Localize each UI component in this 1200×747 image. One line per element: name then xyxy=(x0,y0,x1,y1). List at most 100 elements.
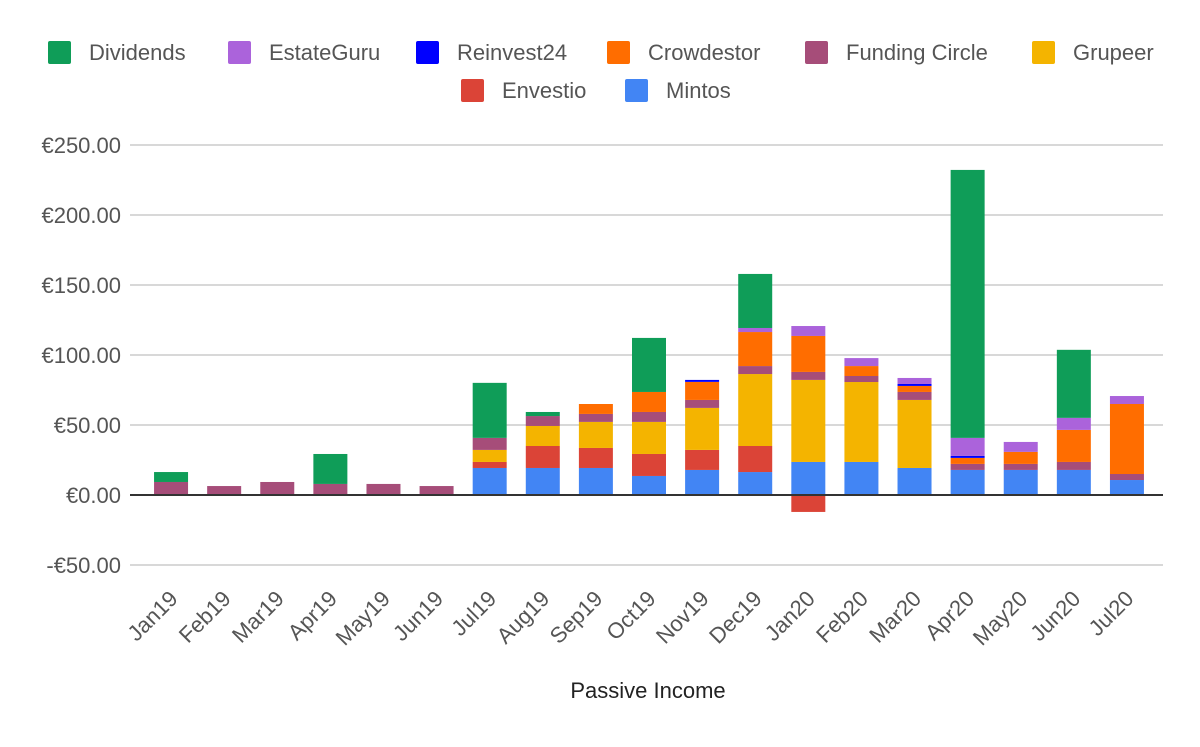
bar-segment-reinvest24[interactable] xyxy=(950,455,985,458)
bar-segment-crowdestor[interactable] xyxy=(897,385,932,392)
legend-label: Crowdestor xyxy=(648,40,760,65)
bar-segment-funding-circle[interactable] xyxy=(419,486,454,495)
bar-segment-envestio[interactable] xyxy=(791,495,826,512)
bar-segment-grupeer[interactable] xyxy=(578,421,613,448)
bar-segment-reinvest24[interactable] xyxy=(685,379,720,382)
bar-segment-dividends[interactable] xyxy=(632,337,666,392)
bar-segment-funding-circle[interactable] xyxy=(632,411,666,422)
y-tick-label: €250.00 xyxy=(41,133,121,158)
bar-segment-funding-circle[interactable] xyxy=(154,481,189,495)
bar-segment-grupeer[interactable] xyxy=(525,425,560,446)
bar-segment-funding-circle[interactable] xyxy=(313,483,348,495)
bar-segment-mintos[interactable] xyxy=(1056,469,1091,495)
legend-swatch xyxy=(625,79,648,102)
bar-segment-mintos[interactable] xyxy=(685,469,720,495)
x-tick-label: Jan20 xyxy=(760,586,820,646)
bar-segment-grupeer[interactable] xyxy=(685,407,720,450)
bar-segment-envestio[interactable] xyxy=(685,449,720,470)
bar-segment-estateguru[interactable] xyxy=(844,358,879,367)
bar-segment-crowdestor[interactable] xyxy=(578,404,613,414)
bar-segment-funding-circle[interactable] xyxy=(366,483,401,495)
bar-segment-mintos[interactable] xyxy=(525,467,560,495)
bar-segment-crowdestor[interactable] xyxy=(844,366,879,376)
bar-segment-mintos[interactable] xyxy=(897,467,932,495)
bar-segment-funding-circle[interactable] xyxy=(260,481,295,495)
bar-segment-estateguru[interactable] xyxy=(950,437,985,456)
bar-segment-grupeer[interactable] xyxy=(472,449,507,462)
bar-segment-funding-circle[interactable] xyxy=(525,416,560,426)
bar-segment-mintos[interactable] xyxy=(632,475,666,495)
bar-segment-grupeer[interactable] xyxy=(738,374,773,446)
bar-segment-dividends[interactable] xyxy=(525,411,560,417)
bar-segment-crowdestor[interactable] xyxy=(950,457,985,464)
bar-segment-mintos[interactable] xyxy=(738,472,773,495)
legend-item[interactable]: Mintos xyxy=(625,78,731,103)
y-tick-label: €150.00 xyxy=(41,273,121,298)
bar-segment-mintos[interactable] xyxy=(844,461,879,495)
bar-segment-mintos[interactable] xyxy=(472,467,507,495)
bar-segment-mintos[interactable] xyxy=(578,467,613,495)
bar-segment-envestio[interactable] xyxy=(632,453,666,476)
bar-segment-mintos[interactable] xyxy=(791,461,826,495)
legend-item[interactable]: Dividends xyxy=(48,40,186,65)
bar-segment-grupeer[interactable] xyxy=(632,421,666,454)
bar-segment-funding-circle[interactable] xyxy=(844,376,879,383)
bar-segment-funding-circle[interactable] xyxy=(1056,461,1091,470)
bar-segment-envestio[interactable] xyxy=(525,446,560,468)
legend-item[interactable]: Grupeer xyxy=(1032,40,1154,65)
bar-segment-crowdestor[interactable] xyxy=(1056,429,1091,462)
bar-segment-crowdestor[interactable] xyxy=(791,335,826,372)
bar-segment-envestio[interactable] xyxy=(472,461,507,468)
bar-segment-funding-circle[interactable] xyxy=(1003,463,1038,470)
legend-item[interactable]: Reinvest24 xyxy=(416,40,567,65)
bar-segment-estateguru[interactable] xyxy=(738,327,773,333)
x-tick-label: Aug19 xyxy=(492,586,555,649)
bar-segment-reinvest24[interactable] xyxy=(897,383,932,386)
bar-segment-dividends[interactable] xyxy=(1056,349,1091,418)
bar-segment-estateguru[interactable] xyxy=(791,326,826,336)
bar-segment-funding-circle[interactable] xyxy=(207,486,242,495)
legend-item[interactable]: Envestio xyxy=(461,78,586,103)
bar-segment-crowdestor[interactable] xyxy=(1109,404,1144,474)
bar-segment-envestio[interactable] xyxy=(578,447,613,468)
legend-swatch xyxy=(416,41,439,64)
bar-segment-crowdestor[interactable] xyxy=(738,332,773,367)
bar-segment-funding-circle[interactable] xyxy=(897,391,932,400)
legend-swatch xyxy=(805,41,828,64)
legend-item[interactable]: Crowdestor xyxy=(607,40,760,65)
bar-segment-dividends[interactable] xyxy=(738,273,773,328)
legend-item[interactable]: EstateGuru xyxy=(228,40,380,65)
bar-segment-dividends[interactable] xyxy=(950,169,985,438)
bar-segment-funding-circle[interactable] xyxy=(685,399,720,408)
bar-segment-funding-circle[interactable] xyxy=(950,463,985,470)
bar-segment-grupeer[interactable] xyxy=(897,399,932,468)
bar-segment-crowdestor[interactable] xyxy=(632,391,666,412)
x-tick-label: Jun20 xyxy=(1025,586,1085,646)
legend-item[interactable]: Funding Circle xyxy=(805,40,988,65)
bar-segment-envestio[interactable] xyxy=(738,446,773,473)
bar-segment-funding-circle[interactable] xyxy=(738,366,773,375)
y-tick-label: -€50.00 xyxy=(46,553,121,578)
bar-segment-estateguru[interactable] xyxy=(897,377,932,384)
legend-label: EstateGuru xyxy=(269,40,380,65)
bar-segment-mintos[interactable] xyxy=(950,469,985,495)
bar-segment-grupeer[interactable] xyxy=(844,382,879,462)
bar-segment-estateguru[interactable] xyxy=(1003,441,1038,452)
x-tick-label: Oct19 xyxy=(601,586,660,645)
bar-segment-grupeer[interactable] xyxy=(791,379,826,462)
bar-segment-mintos[interactable] xyxy=(1003,469,1038,495)
bar-segment-dividends[interactable] xyxy=(313,453,348,484)
bar-segment-funding-circle[interactable] xyxy=(791,371,826,380)
bar-segment-crowdestor[interactable] xyxy=(1003,451,1038,464)
bar-segment-funding-circle[interactable] xyxy=(1109,474,1144,481)
bar-segment-dividends[interactable] xyxy=(472,382,507,438)
bar-segment-funding-circle[interactable] xyxy=(472,437,507,450)
bar-segment-crowdestor[interactable] xyxy=(685,381,720,400)
bar-segment-estateguru[interactable] xyxy=(1109,396,1144,404)
bar-segment-funding-circle[interactable] xyxy=(578,413,613,422)
y-tick-label: €50.00 xyxy=(54,413,121,438)
bar-segment-dividends[interactable] xyxy=(154,472,189,482)
legend-swatch xyxy=(461,79,484,102)
bar-segment-mintos[interactable] xyxy=(1109,480,1144,495)
bar-segment-estateguru[interactable] xyxy=(1056,417,1091,430)
